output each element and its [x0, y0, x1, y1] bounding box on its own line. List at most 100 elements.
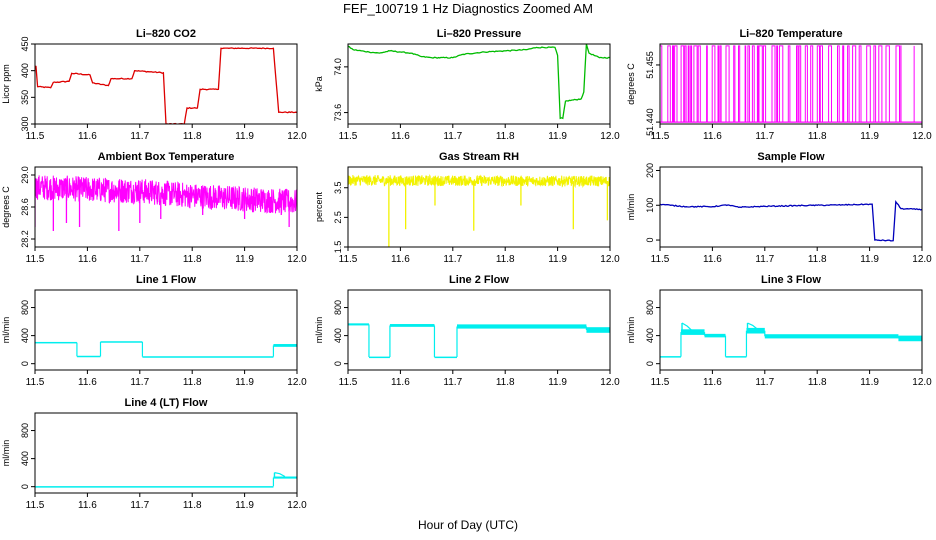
series-group — [348, 173, 610, 247]
flow-step — [368, 356, 390, 359]
y-tick-label: 73.6 — [333, 104, 343, 122]
x-tick-label: 11.8 — [808, 131, 827, 142]
x-tick-label: 11.6 — [78, 500, 97, 511]
figure-title: FEF_100719 1 Hz Diagnostics Zoomed AM — [342, 1, 593, 16]
temperature-spike — [690, 45, 693, 123]
temperature-spike — [804, 45, 808, 123]
plot-frame — [347, 166, 611, 248]
y-tick-label: 51.440 — [645, 108, 655, 136]
x-tick-label: 11.9 — [860, 377, 879, 388]
chart-line1-flow: Line 1 Flow ml/min 11.5 11.6 11.7 11.8 11.9 12.… — [1, 274, 307, 388]
y-tick-label: 800 — [645, 300, 655, 315]
x-tick-label: 11.5 — [651, 254, 670, 265]
x-tick-label: 11.8 — [496, 377, 515, 388]
x-tick-label: 12.0 — [600, 254, 620, 265]
series-group — [348, 323, 610, 359]
chart-licor-temp: Li–820 Temperature degrees C 11.5 11.6 11.7 1… — [626, 28, 932, 142]
temperature-spike — [687, 45, 690, 123]
flow-step — [725, 356, 747, 358]
y-tick-label: 0 — [645, 361, 655, 366]
temperature-spike — [852, 45, 857, 123]
series-line — [35, 175, 297, 214]
x-tick-label: 11.8 — [496, 254, 515, 265]
y-tick-label: 74.0 — [333, 58, 343, 76]
series-group — [35, 472, 297, 488]
y-tick-label: 28.6 — [20, 198, 30, 216]
y-tick-label: 400 — [20, 328, 30, 343]
x-tick-label: 11.8 — [808, 254, 827, 265]
y-tick-label: 400 — [645, 328, 655, 343]
temperature-spike — [842, 45, 845, 123]
x-tick-label: 11.7 — [755, 131, 774, 142]
chart-title: Li–820 Pressure — [437, 28, 521, 40]
x-tick-label: 11.5 — [651, 131, 670, 142]
x-tick-label: 11.9 — [235, 254, 254, 265]
x-tick-label: 11.5 — [26, 254, 45, 265]
chart-title: Ambient Box Temperature — [98, 151, 235, 163]
flow-step — [348, 323, 369, 326]
temperature-spike — [828, 45, 832, 123]
plot-frame — [659, 43, 923, 125]
x-tick-label: 11.6 — [391, 131, 410, 142]
temperature-spike — [873, 45, 877, 123]
flow-step — [35, 341, 77, 344]
temperature-spike — [738, 45, 741, 123]
temperature-spike — [837, 45, 840, 123]
x-tick-label: 11.7 — [443, 254, 462, 265]
temperature-spike — [866, 45, 871, 123]
x-tick-label: 11.8 — [183, 500, 202, 511]
flow-step — [704, 333, 726, 338]
temperature-spike — [751, 45, 755, 123]
x-tick-label: 11.7 — [755, 254, 774, 265]
y-axis-label: ml/min — [1, 440, 11, 467]
temperature-spike — [778, 45, 784, 123]
y-tick-label: 450 — [20, 36, 30, 51]
x-tick-label: 11.8 — [183, 131, 202, 142]
y-tick-label: 51.455 — [645, 51, 655, 79]
x-tick-label: 11.7 — [755, 377, 774, 388]
flow-step — [273, 476, 297, 479]
temperature-spike — [697, 45, 701, 123]
chart-title: Line 3 Flow — [761, 274, 821, 286]
flow-step — [764, 334, 899, 339]
temperature-spike — [796, 45, 799, 123]
x-tick-label: 11.5 — [651, 377, 670, 388]
chart-co2: Li–820 CO2 Licor ppm 11.5 11.6 11.7 11.8 11.9 1… — [1, 28, 307, 142]
temperature-spike — [816, 45, 820, 123]
temperature-spike — [771, 45, 776, 123]
series-group — [35, 175, 297, 231]
y-tick-label: 0 — [20, 484, 30, 489]
temperature-spike — [706, 45, 708, 123]
chart-pressure: Li–820 Pressure kPa 11.5 11.6 11.7 11.8 11.9 12… — [314, 28, 620, 142]
flow-step — [273, 344, 297, 347]
x-tick-label: 12.0 — [287, 377, 307, 388]
temperature-spike — [858, 45, 862, 123]
plot-frame — [659, 289, 923, 371]
x-tick-label: 12.0 — [600, 131, 620, 142]
series-line — [660, 200, 922, 242]
y-tick-label: 400 — [20, 63, 30, 78]
x-tick-label: 11.8 — [183, 377, 202, 388]
temperature-spike — [798, 45, 802, 123]
series-line — [348, 173, 610, 189]
x-tick-label: 12.0 — [912, 131, 932, 142]
temperature-spike — [693, 45, 698, 123]
flow-decay — [274, 472, 286, 478]
temperature-spike — [684, 45, 687, 123]
x-tick-label: 11.6 — [703, 254, 722, 265]
x-tick-label: 11.5 — [339, 254, 358, 265]
temperature-spike — [776, 45, 778, 123]
flow-step — [76, 355, 101, 358]
flow-step — [456, 324, 587, 329]
x-tick-label: 11.6 — [78, 377, 97, 388]
y-axis-label: ml/min — [626, 194, 636, 221]
x-tick-label: 11.6 — [703, 131, 722, 142]
chart-title: Line 4 (LT) Flow — [125, 397, 208, 409]
temperature-spike — [747, 45, 750, 123]
x-tick-label: 11.7 — [130, 377, 149, 388]
x-tick-label: 11.8 — [183, 254, 202, 265]
chart-title: Sample Flow — [757, 151, 825, 163]
flow-step — [660, 356, 681, 358]
y-axis-label: ml/min — [1, 317, 11, 344]
